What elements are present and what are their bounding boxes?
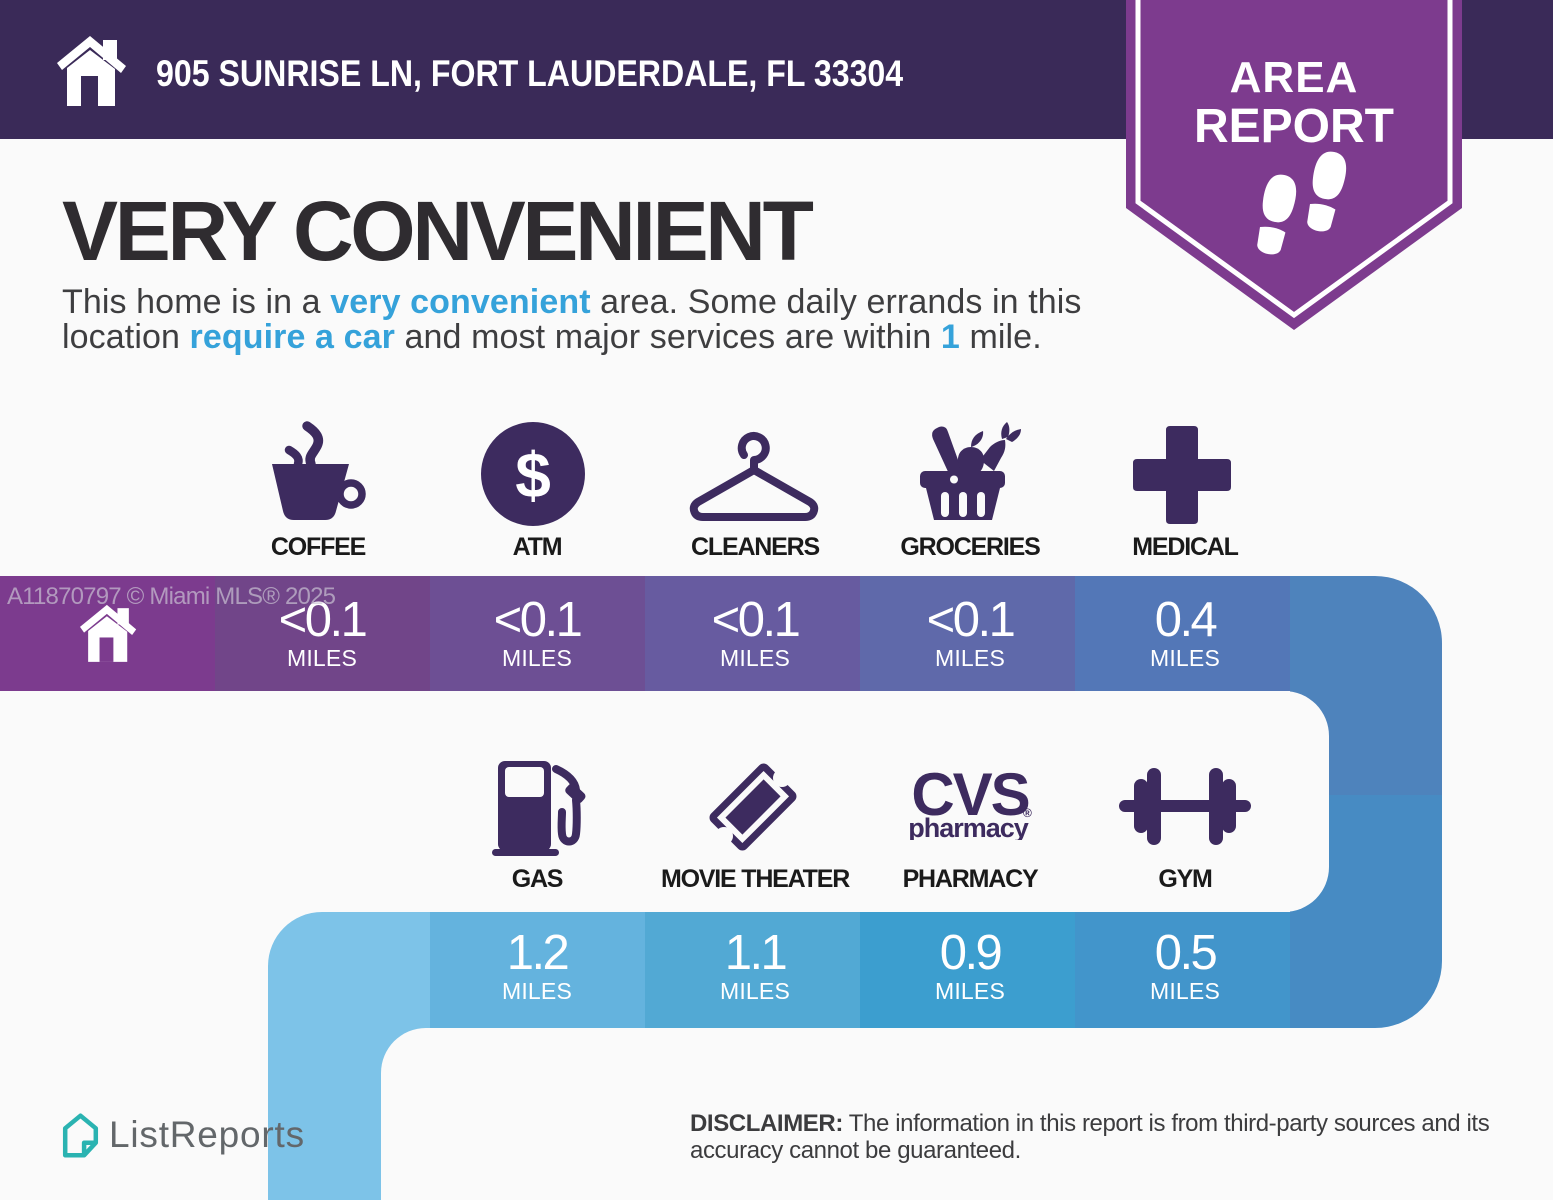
svg-text:pharmacy: pharmacy — [908, 813, 1029, 840]
svg-text:REPORT: REPORT — [1194, 100, 1394, 153]
svg-text:AREA: AREA — [1230, 53, 1359, 102]
svg-text:CVS: CVS — [911, 765, 1028, 828]
svg-text:$: $ — [515, 439, 551, 511]
svg-text:®: ® — [1023, 806, 1032, 820]
